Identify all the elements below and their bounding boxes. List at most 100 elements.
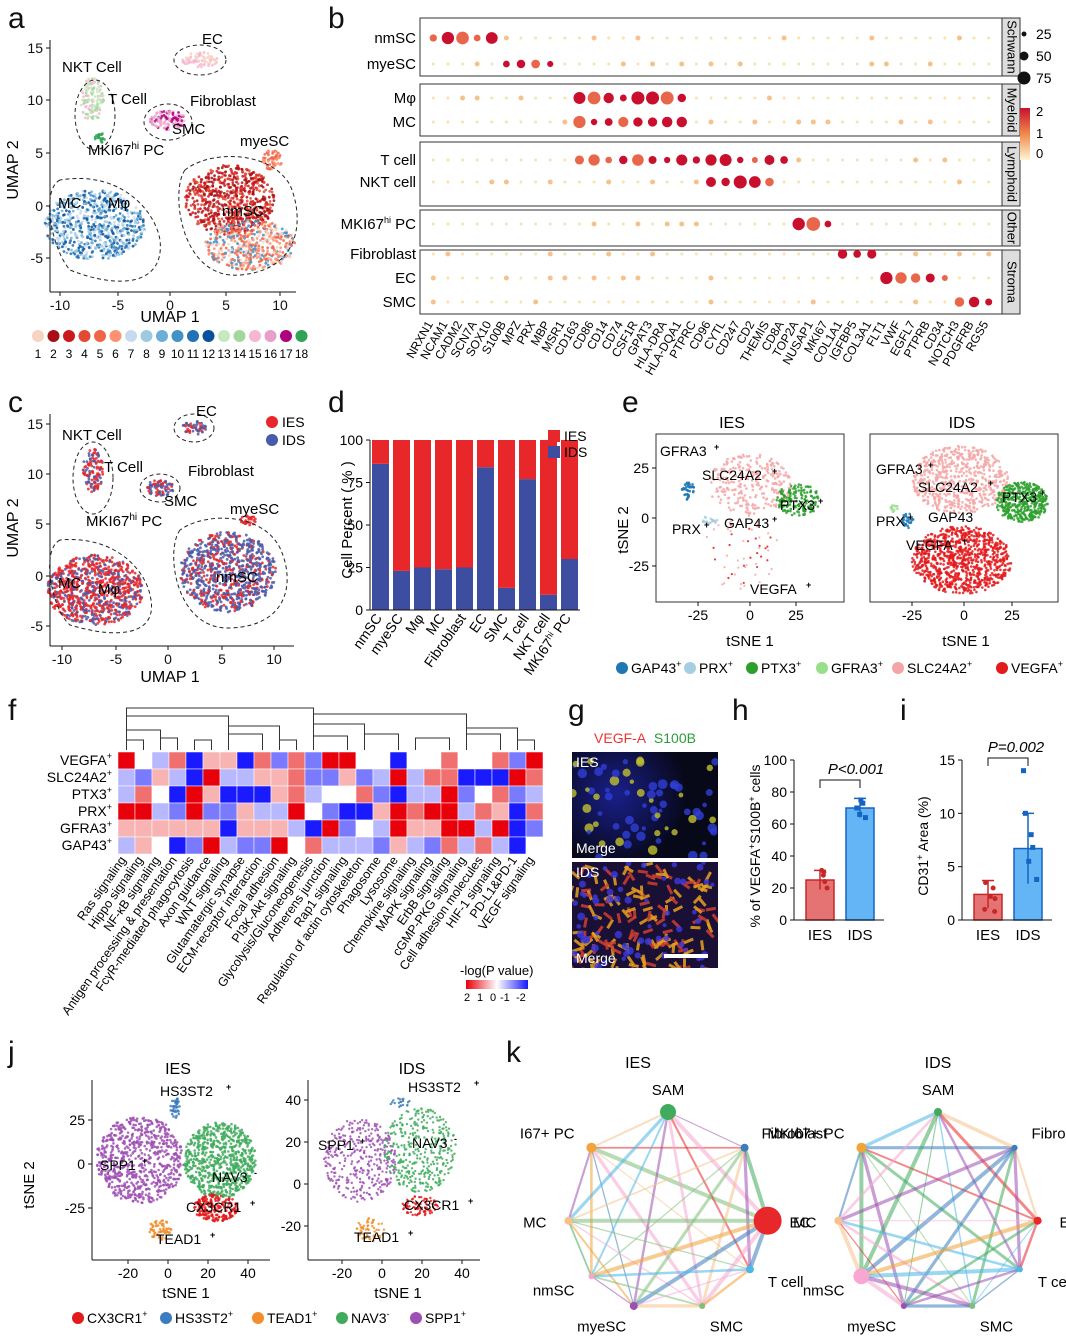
dotplot-dot xyxy=(972,276,976,280)
cell-point xyxy=(243,189,247,193)
dotplot-dot xyxy=(987,222,991,226)
dotplot-dot xyxy=(709,252,713,256)
cell-point xyxy=(117,573,120,577)
cell-point xyxy=(228,561,232,565)
cell-point xyxy=(115,603,119,607)
cell-point xyxy=(94,462,98,465)
dotplot-dot xyxy=(826,276,830,280)
cell-point xyxy=(200,63,204,67)
cell-point xyxy=(223,538,226,542)
dotplot-dot xyxy=(914,180,918,184)
cell-point xyxy=(155,493,159,496)
cell-point xyxy=(270,187,274,191)
cell-point xyxy=(249,598,253,602)
cell-point xyxy=(127,244,131,248)
cell-point xyxy=(258,184,261,188)
cell-point xyxy=(221,562,225,566)
cell-point xyxy=(223,179,227,183)
dotplot-dot xyxy=(724,222,728,226)
cell-point xyxy=(270,190,274,194)
cell-point xyxy=(188,212,192,216)
cell-point xyxy=(84,568,88,572)
cell-point xyxy=(142,224,145,227)
cell-point xyxy=(266,246,270,250)
cell-point xyxy=(206,554,210,558)
cell-point xyxy=(90,107,94,111)
cell-point xyxy=(111,202,114,206)
cell-point xyxy=(255,236,259,240)
cell-point xyxy=(244,268,248,272)
cell-point xyxy=(105,556,109,559)
cell-point xyxy=(206,592,210,596)
cell-point xyxy=(90,610,94,613)
dotplot-dot xyxy=(490,276,494,280)
cell-point xyxy=(167,128,171,132)
bar-ids xyxy=(561,559,578,610)
cell-point xyxy=(205,578,208,582)
cell-point xyxy=(261,220,265,224)
cluster-legend-label: 17 xyxy=(279,347,293,361)
cell-point xyxy=(125,563,129,566)
dotplot-dot xyxy=(753,276,757,280)
cell-point xyxy=(83,576,87,580)
y-tick-label: 0 xyxy=(35,568,43,584)
cell-point xyxy=(84,85,88,88)
cell-point xyxy=(222,545,226,549)
cell-point xyxy=(46,590,50,594)
cell-point xyxy=(289,233,293,237)
cell-point xyxy=(248,216,252,220)
dotplot-dot xyxy=(943,96,947,100)
cell-point xyxy=(84,112,88,116)
dotplot-dot xyxy=(587,91,601,105)
cell-point xyxy=(238,192,242,195)
cell-point xyxy=(98,212,102,216)
cell-point xyxy=(231,223,235,227)
dotplot-dot xyxy=(650,251,656,257)
cell-point xyxy=(91,616,95,620)
cell-point xyxy=(83,191,87,195)
cell-point xyxy=(185,574,189,578)
dotplot-dot xyxy=(665,36,669,40)
cell-point xyxy=(133,605,137,609)
cell-point xyxy=(196,207,200,211)
cell-point xyxy=(250,544,254,548)
dotplot-dot xyxy=(841,120,845,124)
dotplot-group-frame xyxy=(419,209,1003,247)
dotplot-dot xyxy=(753,36,757,40)
cell-point xyxy=(272,199,276,203)
dotplot-dot xyxy=(928,96,932,100)
dotplot-dot xyxy=(987,120,991,124)
dotplot-dot xyxy=(797,252,801,256)
cell-point xyxy=(164,488,168,492)
cell-point xyxy=(102,99,106,102)
dotplot-dot xyxy=(490,62,494,66)
cell-point xyxy=(233,534,237,537)
cell-point xyxy=(67,607,71,611)
dotplot-dot xyxy=(636,180,640,184)
dotplot-dot xyxy=(475,158,479,162)
cell-point xyxy=(116,252,120,256)
cell-point xyxy=(261,245,264,249)
cell-point xyxy=(255,587,258,591)
cell-point xyxy=(77,256,80,259)
cell-point xyxy=(255,230,259,234)
dotplot-dot xyxy=(648,155,657,165)
cell-point xyxy=(81,111,85,114)
cell-point xyxy=(125,223,129,227)
cell-point xyxy=(89,86,93,90)
cell-point xyxy=(114,608,118,612)
dotplot-dot xyxy=(869,61,875,67)
cell-point xyxy=(197,210,200,214)
cluster-legend-swatch xyxy=(94,330,106,342)
cell-point xyxy=(170,488,174,492)
cell-point xyxy=(128,571,132,575)
cell-point xyxy=(87,230,91,233)
dotplot-dot xyxy=(724,96,728,100)
cell-point xyxy=(69,252,73,256)
dotplot-dot xyxy=(519,180,523,184)
cell-point xyxy=(236,229,239,233)
cell-point xyxy=(84,586,88,590)
cell-point xyxy=(205,200,208,204)
dotplot-dot xyxy=(563,96,567,100)
cell-point xyxy=(209,556,212,560)
